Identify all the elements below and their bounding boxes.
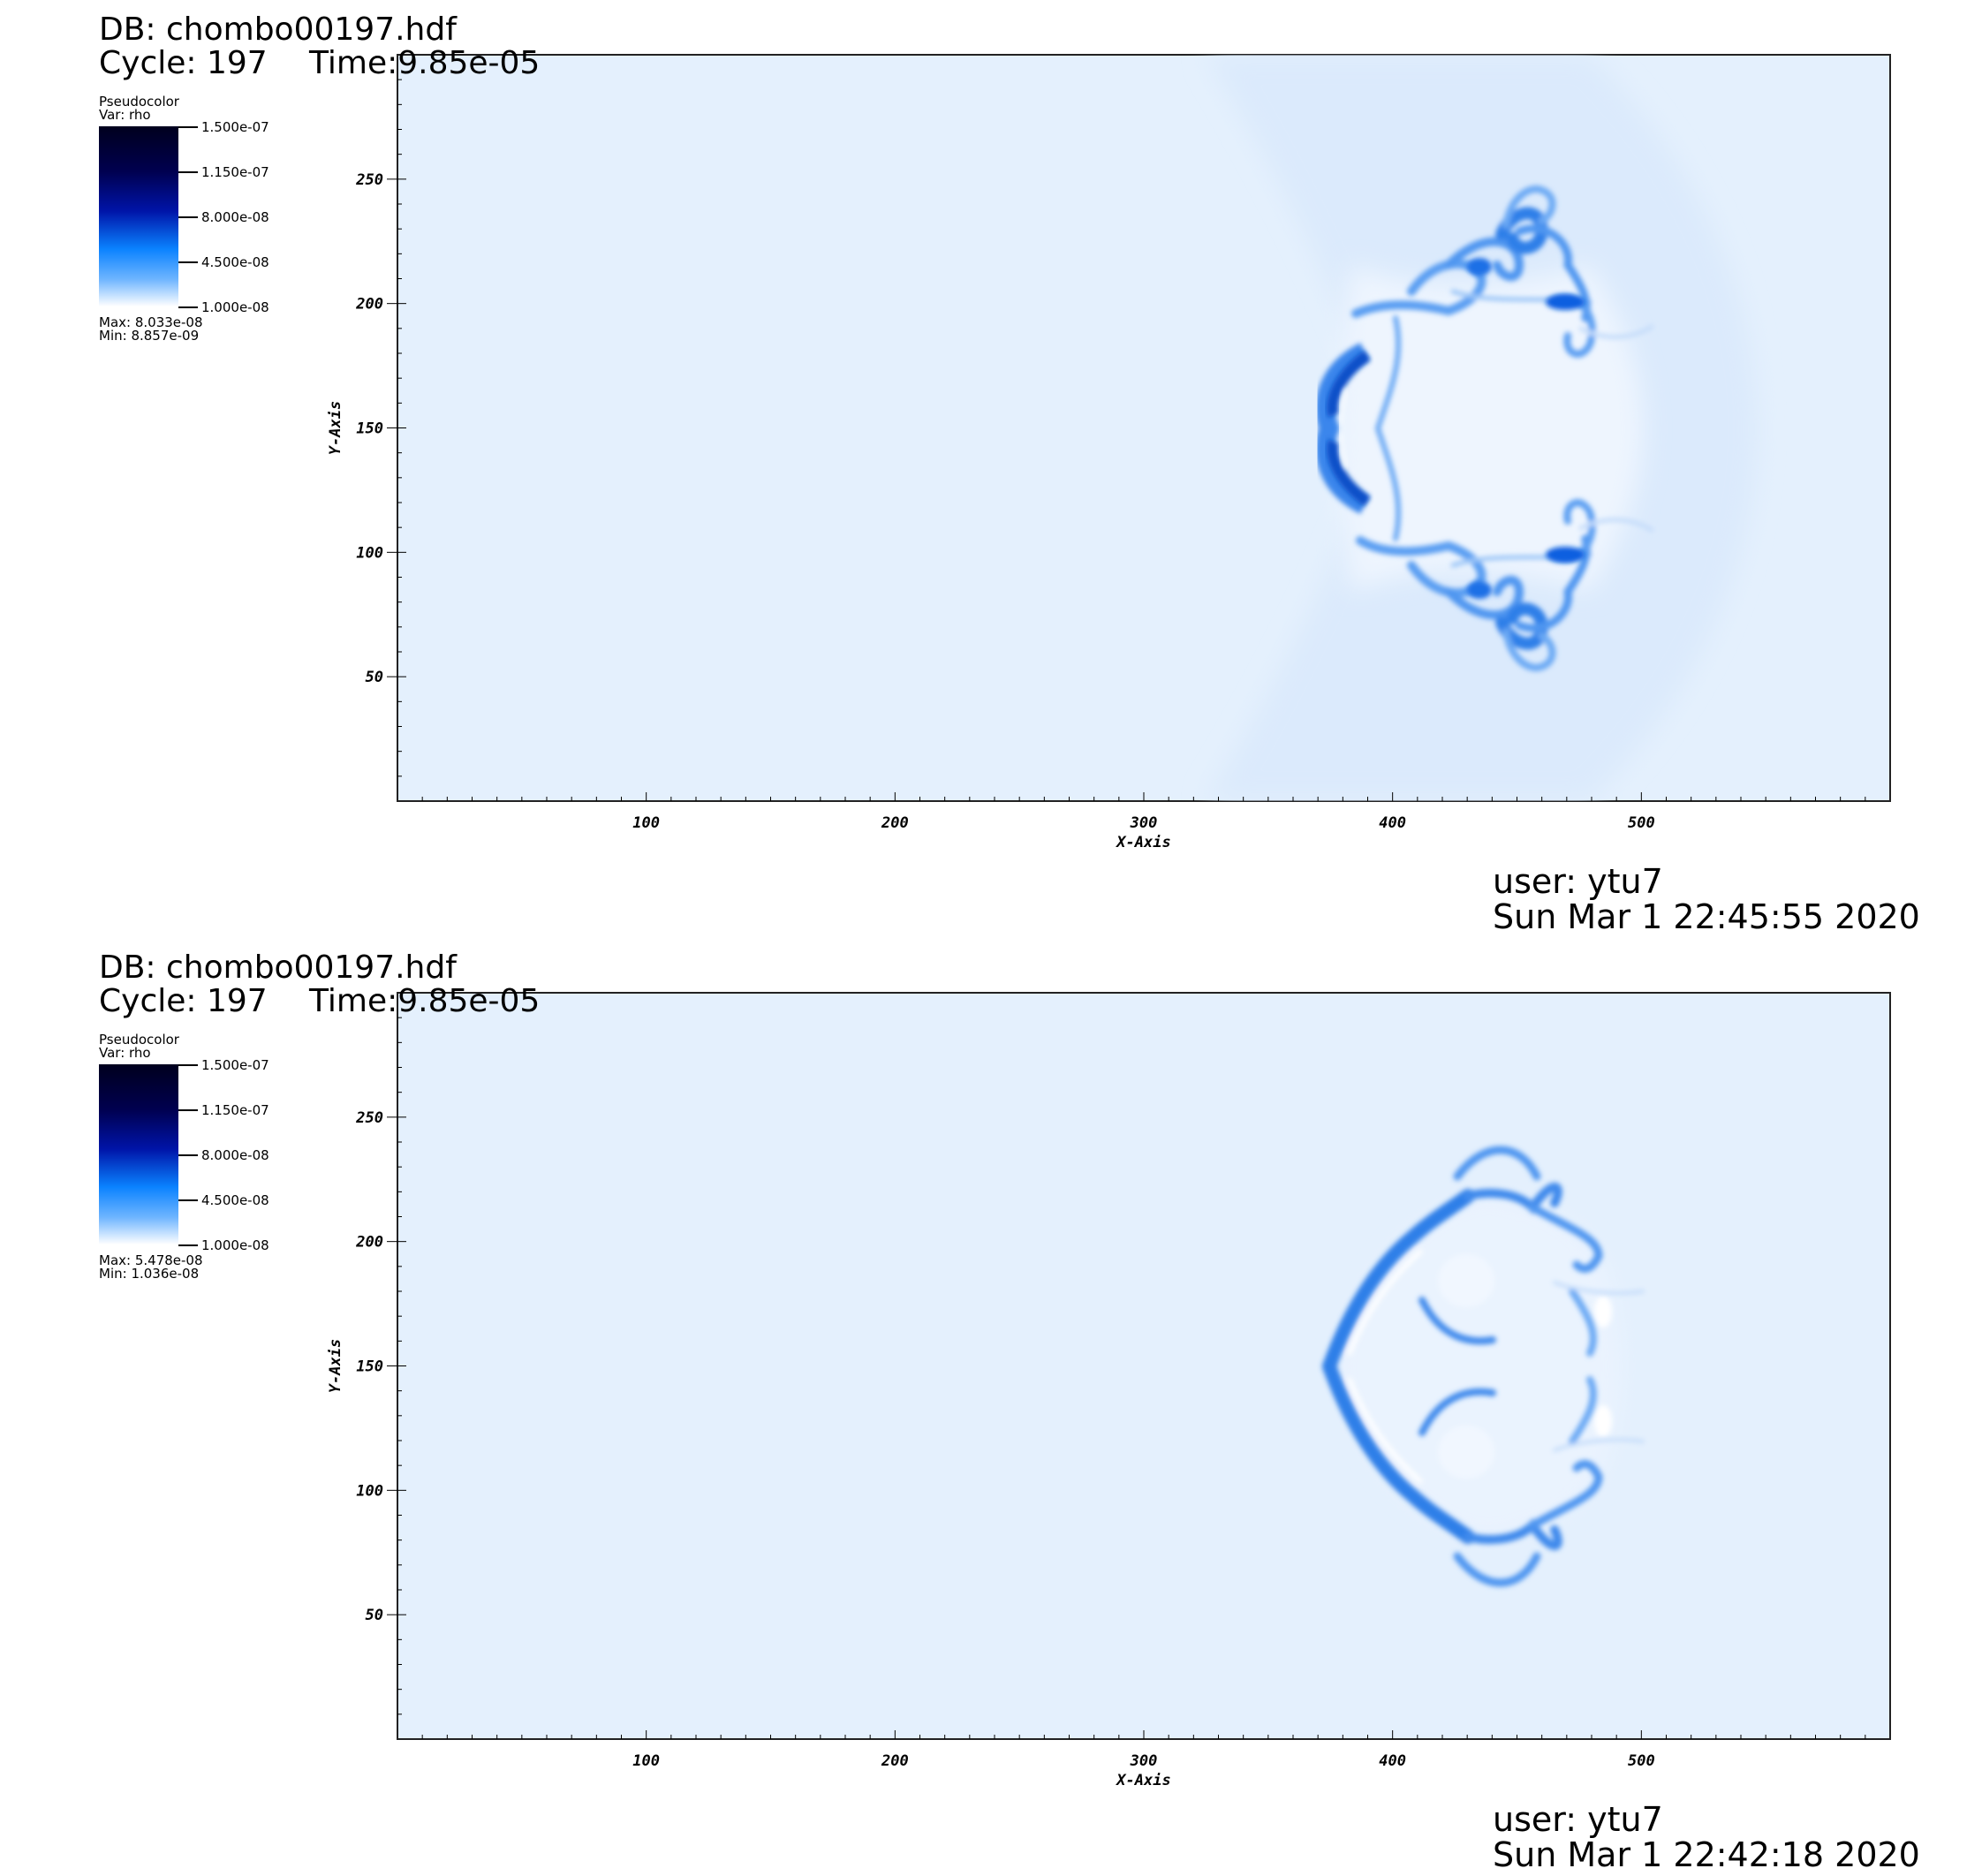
x-tick-label: 400: [1379, 1752, 1406, 1770]
y-axis-title: Y-Axis: [327, 1339, 344, 1393]
colorbar-label: 1.500e-07: [201, 1057, 269, 1073]
x-axis-title: X-Axis: [1115, 1772, 1170, 1789]
axes-group: 100 200 300 400 500 50 100 150 200 250 X-Axis Y-Axi…: [327, 1017, 1866, 1789]
heatmap-plot: 100 200 300 400 500 50 100 150 200 250 X-Axis Y-Axi…: [327, 54, 1891, 851]
y-tick-label: 100: [356, 1482, 383, 1500]
y-tick-label: 50: [366, 669, 383, 686]
colorbar-label: 1.150e-07: [201, 164, 269, 180]
x-tick-label: 200: [881, 1752, 909, 1770]
date-label: Sun Mar 1 22:45:55 2020: [1493, 897, 1920, 936]
y-axis-title: Y-Axis: [327, 401, 344, 455]
colorbar-label: 1.000e-08: [201, 299, 269, 315]
colorbar-label: 1.150e-07: [201, 1102, 269, 1118]
colorbar-tick: [178, 261, 198, 263]
y-tick-label: 100: [356, 544, 383, 562]
x-tick-label: 100: [632, 1752, 660, 1770]
user-label: user: ytu7: [1493, 1800, 1663, 1839]
plot-window-top: DB: chombo00197.hdf Cycle: 197 Time:9.85…: [99, 11, 1920, 936]
y-tick-label: 150: [356, 420, 383, 438]
colorbar-label: 4.500e-08: [201, 254, 269, 270]
density-field: [1322, 1146, 1645, 1587]
colorbar: [99, 126, 178, 306]
colorbar-tick: [178, 1109, 198, 1111]
x-tick-label: 300: [1130, 1752, 1158, 1770]
y-tick-label: 50: [366, 1607, 383, 1624]
y-tick-label: 200: [355, 296, 383, 314]
legend-min: Min: 8.857e-09: [99, 328, 200, 344]
x-tick-label: 400: [1379, 814, 1406, 832]
y-tick-label: 250: [355, 171, 383, 189]
legend-title: Pseudocolor: [99, 1032, 179, 1048]
colorbar-tick: [178, 216, 198, 218]
legend-max: Max: 5.478e-08: [99, 1252, 203, 1268]
colorbar-label: 1.000e-08: [201, 1237, 269, 1253]
colorbar-tick: [178, 1199, 198, 1201]
colorbar-tick: [178, 171, 198, 173]
y-tick-label: 150: [356, 1358, 383, 1376]
database-label: DB: chombo00197.hdf: [99, 949, 457, 986]
database-label: DB: chombo00197.hdf: [99, 11, 457, 48]
user-label: user: ytu7: [1493, 862, 1663, 901]
legend-title: Pseudocolor: [99, 94, 179, 110]
colorbar-tick: [178, 1154, 198, 1156]
time-label: Time:9.85e-05: [309, 45, 541, 81]
colorbar: [99, 1064, 178, 1244]
colorbar-tick: [178, 1244, 198, 1246]
colorbar-label: 4.500e-08: [201, 1192, 269, 1208]
colorbar-label: 8.000e-08: [201, 209, 269, 225]
x-tick-label: 300: [1130, 814, 1158, 832]
cycle-label: Cycle: 197: [99, 983, 268, 1019]
density-field: [1206, 55, 1758, 801]
colorbar-tick: [178, 306, 198, 308]
x-axis-title: X-Axis: [1115, 834, 1170, 851]
colorbar-tick: [178, 126, 198, 128]
heatmap-plot: 100 200 300 400 500 50 100 150 200 250 X-Axis Y-Axi…: [327, 992, 1891, 1789]
x-tick-label: 500: [1628, 814, 1655, 832]
legend-variable: Var: rho: [99, 107, 151, 123]
x-tick-label: 500: [1628, 1752, 1655, 1770]
legend-max: Max: 8.033e-08: [99, 314, 203, 330]
plot-window-bottom: DB: chombo00197.hdf Cycle: 197 Time:9.85…: [0, 938, 1982, 1876]
y-tick-label: 250: [355, 1109, 383, 1127]
legend-variable: Var: rho: [99, 1045, 151, 1061]
colorbar-label: 8.000e-08: [201, 1147, 269, 1163]
cycle-label: Cycle: 197: [99, 45, 268, 81]
date-label: Sun Mar 1 22:42:18 2020: [1493, 1835, 1920, 1874]
legend-min: Min: 1.036e-08: [99, 1266, 200, 1282]
colorbar-tick: [178, 1064, 198, 1066]
colorbar-label: 1.500e-07: [201, 119, 269, 135]
x-tick-label: 100: [632, 814, 660, 832]
x-tick-label: 200: [881, 814, 909, 832]
axes-group: 100 200 300 400 500 50 100 150 200 250 X-Axis Y-Axi…: [327, 79, 1866, 851]
time-label: Time:9.85e-05: [309, 983, 541, 1019]
plot-area: [397, 992, 1891, 1740]
y-tick-label: 200: [355, 1234, 383, 1252]
